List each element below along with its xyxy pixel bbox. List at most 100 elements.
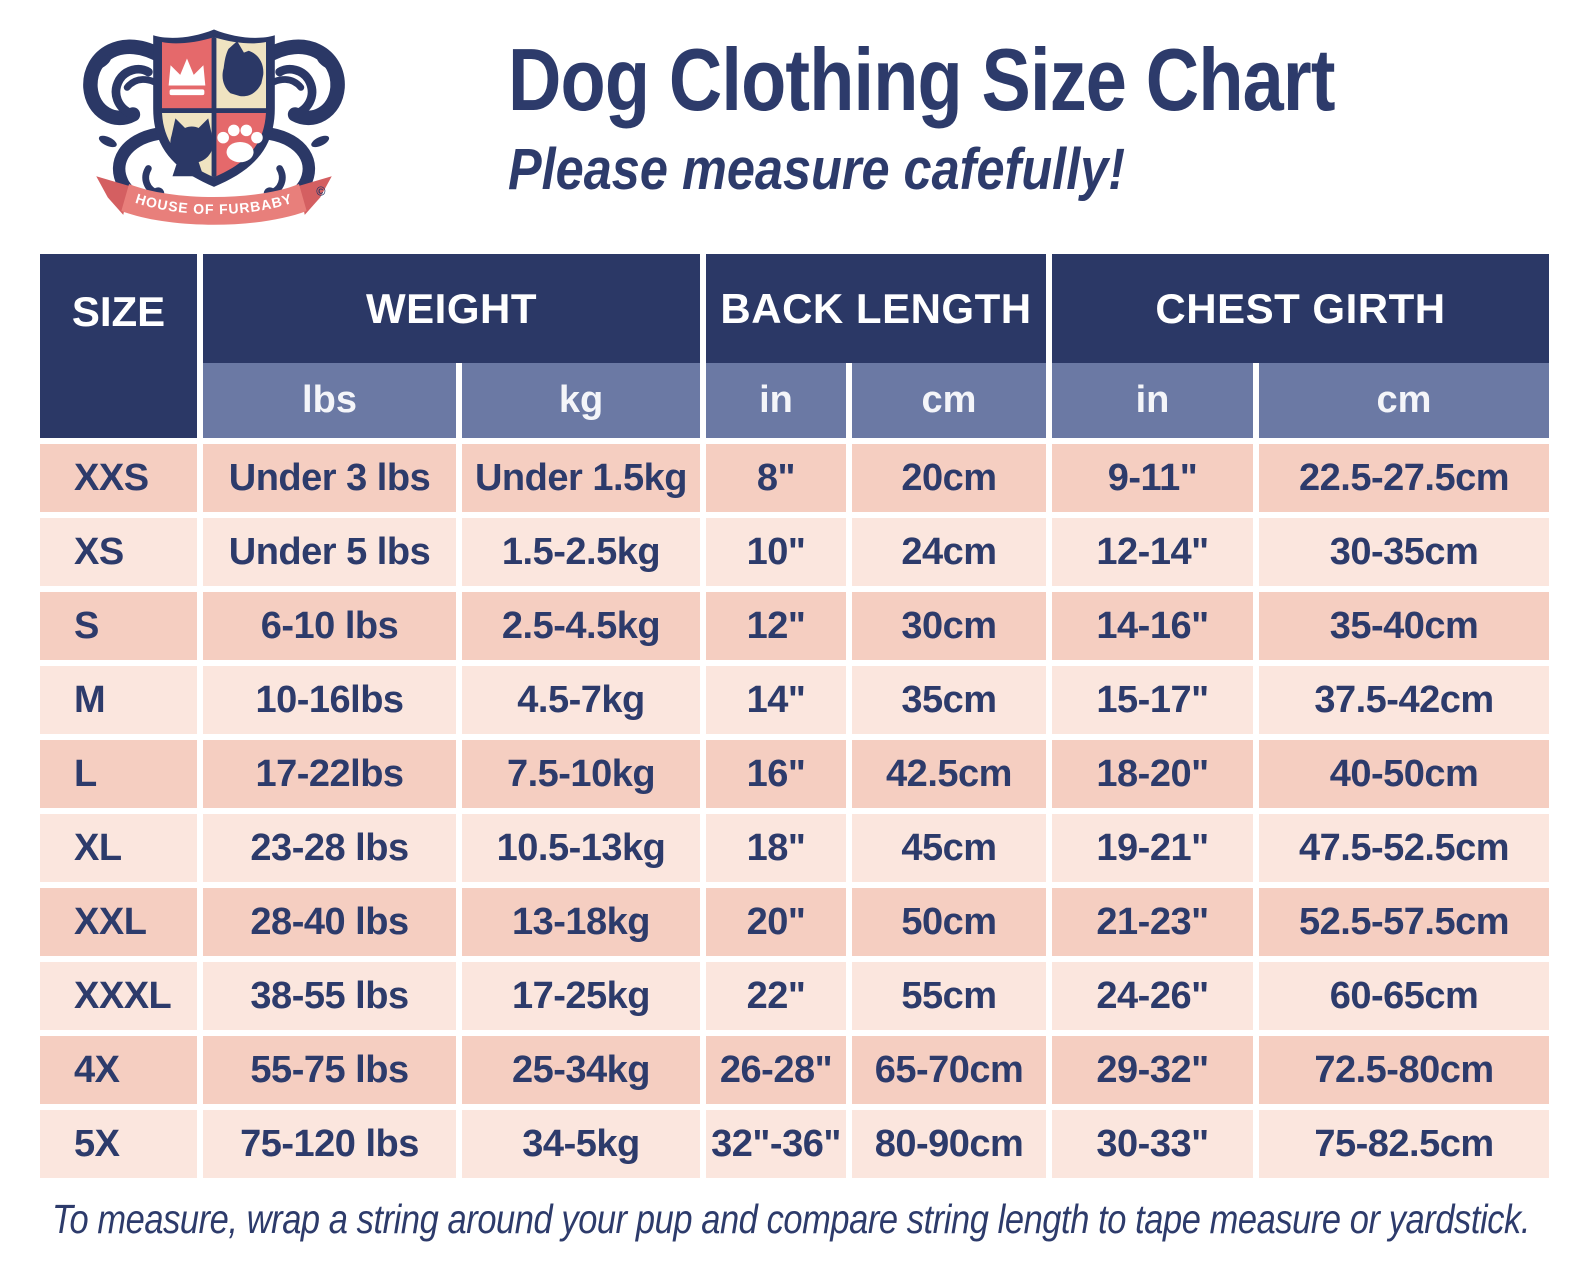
weight-kg-cell: 13-18kg (462, 888, 700, 956)
weight-lbs-cell: 23-28 lbs (203, 814, 456, 882)
size-cell: 5X (40, 1110, 197, 1178)
table-row: 4X 55-75 lbs 25-34kg 26-28" 65-70cm 29-3… (40, 1036, 1549, 1104)
weight-lbs-cell: 55-75 lbs (203, 1036, 456, 1104)
size-cell: XS (40, 518, 197, 586)
back-length-cm-cell: 50cm (852, 888, 1046, 956)
column-header-weight: WEIGHT (203, 254, 700, 363)
crown-icon (168, 58, 206, 96)
page-title: Dog Clothing Size Chart (508, 30, 1335, 129)
weight-lbs-cell: 10-16lbs (203, 666, 456, 734)
back-length-in-cell: 8" (706, 444, 846, 512)
size-cell: XXXL (40, 962, 197, 1030)
page-header: HOUSE OF FURBABY © Dog Clothing Size Cha… (0, 0, 1588, 242)
back-length-cm-cell: 65-70cm (852, 1036, 1046, 1104)
chest-girth-in-cell: 14-16" (1052, 592, 1253, 660)
size-cell: M (40, 666, 197, 734)
copyright-symbol: © (316, 185, 326, 199)
weight-lbs-cell: 38-55 lbs (203, 962, 456, 1030)
chest-girth-cm-cell: 30-35cm (1259, 518, 1549, 586)
back-length-in-cell: 20" (706, 888, 846, 956)
weight-lbs-cell: 28-40 lbs (203, 888, 456, 956)
weight-kg-cell: 7.5-10kg (462, 740, 700, 808)
back-length-cm-cell: 20cm (852, 444, 1046, 512)
weight-kg-cell: Under 1.5kg (462, 444, 700, 512)
back-length-in-cell: 22" (706, 962, 846, 1030)
back-length-in-cell: 26-28" (706, 1036, 846, 1104)
weight-kg-cell: 4.5-7kg (462, 666, 700, 734)
size-cell: XXS (40, 444, 197, 512)
weight-kg-cell: 10.5-13kg (462, 814, 700, 882)
size-chart-table: SIZE WEIGHT BACK LENGTH CHEST GIRTH lbs … (40, 254, 1549, 1178)
house-of-furbaby-logo: HOUSE OF FURBABY © (83, 29, 345, 225)
column-header-size: SIZE (40, 254, 197, 438)
chest-girth-in-cell: 21-23" (1052, 888, 1253, 956)
subheader-weight-kg: kg (462, 363, 700, 438)
table-row: XXL 28-40 lbs 13-18kg 20" 50cm 21-23" 52… (40, 888, 1549, 956)
back-length-cm-cell: 80-90cm (852, 1110, 1046, 1178)
size-cell: L (40, 740, 197, 808)
column-header-back-length: BACK LENGTH (706, 254, 1046, 363)
size-cell: 4X (40, 1036, 197, 1104)
chest-girth-in-cell: 30-33" (1052, 1110, 1253, 1178)
column-header-chest-girth: CHEST GIRTH (1052, 254, 1549, 363)
weight-lbs-cell: Under 3 lbs (203, 444, 456, 512)
chest-girth-in-cell: 24-26" (1052, 962, 1253, 1030)
table-row: XS Under 5 lbs 1.5-2.5kg 10" 24cm 12-14"… (40, 518, 1549, 586)
flourish-left-icon (83, 39, 170, 204)
chest-girth-cm-cell: 72.5-80cm (1259, 1036, 1549, 1104)
weight-kg-cell: 17-25kg (462, 962, 700, 1030)
back-length-cm-cell: 30cm (852, 592, 1046, 660)
back-length-in-cell: 16" (706, 740, 846, 808)
chest-girth-in-cell: 15-17" (1052, 666, 1253, 734)
back-length-cm-cell: 42.5cm (852, 740, 1046, 808)
weight-lbs-cell: 17-22lbs (203, 740, 456, 808)
weight-lbs-cell: 6-10 lbs (203, 592, 456, 660)
table-row: 5X 75-120 lbs 34-5kg 32"-36" 80-90cm 30-… (40, 1110, 1549, 1178)
cat-icon (170, 118, 214, 177)
title-block: Dog Clothing Size Chart Please measure c… (508, 36, 1492, 203)
size-cell: XL (40, 814, 197, 882)
subheader-back-cm: cm (852, 363, 1046, 438)
weight-lbs-cell: Under 5 lbs (203, 518, 456, 586)
back-length-in-cell: 18" (706, 814, 846, 882)
page-subtitle: Please measure cafefully! (508, 137, 1126, 202)
size-cell: S (40, 592, 197, 660)
chest-girth-in-cell: 29-32" (1052, 1036, 1253, 1104)
back-length-cm-cell: 35cm (852, 666, 1046, 734)
chest-girth-in-cell: 18-20" (1052, 740, 1253, 808)
chest-girth-cm-cell: 22.5-27.5cm (1259, 444, 1549, 512)
back-length-in-cell: 14" (706, 666, 846, 734)
back-length-cm-cell: 55cm (852, 962, 1046, 1030)
back-length-in-cell: 10" (706, 518, 846, 586)
chest-girth-cm-cell: 40-50cm (1259, 740, 1549, 808)
chest-girth-cm-cell: 47.5-52.5cm (1259, 814, 1549, 882)
measuring-instructions: To measure, wrap a string around your pu… (52, 1196, 1530, 1242)
table-row: XXS Under 3 lbs Under 1.5kg 8" 20cm 9-11… (40, 444, 1549, 512)
subheader-back-in: in (706, 363, 846, 438)
chest-girth-cm-cell: 37.5-42cm (1259, 666, 1549, 734)
dog-icon (222, 41, 264, 97)
flourish-right-icon (258, 39, 345, 204)
chest-girth-cm-cell: 75-82.5cm (1259, 1110, 1549, 1178)
size-cell: XXL (40, 888, 197, 956)
chest-girth-cm-cell: 60-65cm (1259, 962, 1549, 1030)
chest-girth-in-cell: 12-14" (1052, 518, 1253, 586)
back-length-in-cell: 32"-36" (706, 1110, 846, 1178)
weight-kg-cell: 2.5-4.5kg (462, 592, 700, 660)
subheader-weight-lbs: lbs (203, 363, 456, 438)
paw-icon (217, 124, 263, 163)
back-length-in-cell: 12" (706, 592, 846, 660)
table-row: XXXL 38-55 lbs 17-25kg 22" 55cm 24-26" 6… (40, 962, 1549, 1030)
table-row: S 6-10 lbs 2.5-4.5kg 12" 30cm 14-16" 35-… (40, 592, 1549, 660)
table-header: SIZE WEIGHT BACK LENGTH CHEST GIRTH lbs … (40, 254, 1549, 438)
table-row: XL 23-28 lbs 10.5-13kg 18" 45cm 19-21" 4… (40, 814, 1549, 882)
table-row: L 17-22lbs 7.5-10kg 16" 42.5cm 18-20" 40… (40, 740, 1549, 808)
chest-girth-in-cell: 9-11" (1052, 444, 1253, 512)
crest-shield (153, 29, 275, 187)
weight-lbs-cell: 75-120 lbs (203, 1110, 456, 1178)
table-row: M 10-16lbs 4.5-7kg 14" 35cm 15-17" 37.5-… (40, 666, 1549, 734)
subheader-chest-cm: cm (1259, 363, 1549, 438)
weight-kg-cell: 25-34kg (462, 1036, 700, 1104)
chest-girth-in-cell: 19-21" (1052, 814, 1253, 882)
chest-girth-cm-cell: 35-40cm (1259, 592, 1549, 660)
